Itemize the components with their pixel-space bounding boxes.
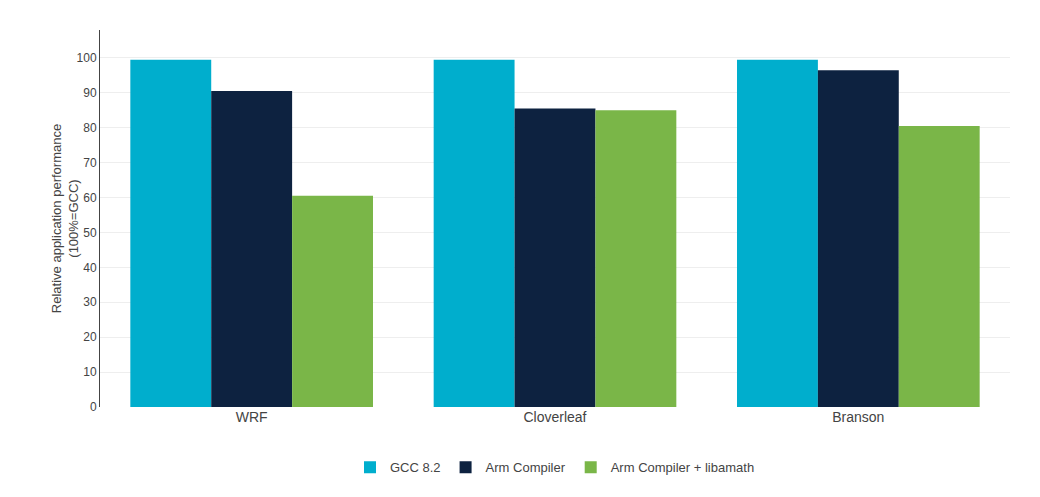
svg-text:80: 80 <box>83 121 97 135</box>
svg-text:GCC 8.2: GCC 8.2 <box>390 460 441 475</box>
svg-text:90: 90 <box>83 86 97 100</box>
svg-text:70: 70 <box>83 156 97 170</box>
svg-text:0: 0 <box>90 400 97 414</box>
svg-text:10: 10 <box>83 365 97 379</box>
svg-text:100: 100 <box>77 51 97 65</box>
svg-text:Cloverleaf: Cloverleaf <box>523 409 586 425</box>
svg-text:Branson: Branson <box>832 409 884 425</box>
svg-text:WRF: WRF <box>236 409 268 425</box>
svg-text:40: 40 <box>83 261 97 275</box>
svg-text:Arm Compiler + libamath: Arm Compiler + libamath <box>611 460 754 475</box>
svg-text:Relative application performan: Relative application performance(100%=GC… <box>49 124 81 313</box>
svg-text:30: 30 <box>83 295 97 309</box>
svg-text:Arm Compiler: Arm Compiler <box>486 460 566 475</box>
svg-text:50: 50 <box>83 226 97 240</box>
svg-text:60: 60 <box>83 191 97 205</box>
svg-text:20: 20 <box>83 330 97 344</box>
